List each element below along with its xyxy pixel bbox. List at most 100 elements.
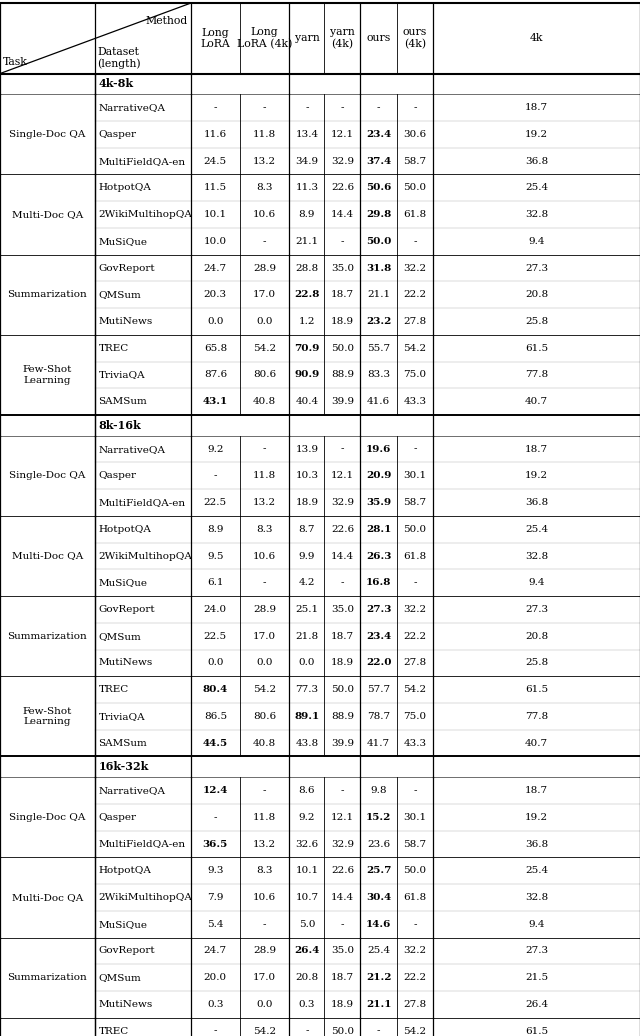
Text: -: - [305, 104, 308, 112]
Text: 8.3: 8.3 [257, 525, 273, 534]
Text: 10.6: 10.6 [253, 893, 276, 902]
Text: 19.2: 19.2 [525, 130, 548, 139]
Text: 14.4: 14.4 [331, 551, 354, 560]
Text: 58.7: 58.7 [403, 839, 427, 848]
Text: ours: ours [367, 33, 390, 44]
Text: 90.9: 90.9 [294, 371, 319, 379]
Text: 41.6: 41.6 [367, 397, 390, 406]
Text: 21.1: 21.1 [366, 1000, 391, 1009]
Text: 0.0: 0.0 [299, 659, 315, 667]
Text: NarrativeQA: NarrativeQA [99, 786, 166, 795]
Text: 9.4: 9.4 [529, 578, 545, 587]
Text: GovReport: GovReport [99, 605, 155, 614]
Text: 9.9: 9.9 [299, 551, 315, 560]
Text: 32.8: 32.8 [525, 551, 548, 560]
Text: HotpotQA: HotpotQA [99, 525, 152, 534]
Text: 40.4: 40.4 [295, 397, 319, 406]
Text: 7.9: 7.9 [207, 893, 223, 902]
Text: Single-Doc QA: Single-Doc QA [9, 130, 86, 139]
Text: 22.6: 22.6 [331, 866, 354, 875]
Text: 23.4: 23.4 [366, 130, 391, 139]
Text: QMSum: QMSum [99, 290, 141, 299]
Text: 58.7: 58.7 [403, 156, 427, 166]
Text: 26.4: 26.4 [294, 947, 319, 955]
Text: 54.2: 54.2 [253, 685, 276, 694]
Text: 9.2: 9.2 [207, 444, 223, 454]
Text: -: - [413, 444, 417, 454]
Text: 28.1: 28.1 [366, 525, 391, 534]
Text: 10.1: 10.1 [295, 866, 319, 875]
Text: 9.3: 9.3 [207, 866, 223, 875]
Text: -: - [413, 237, 417, 246]
Text: 27.3: 27.3 [525, 605, 548, 614]
Text: ours
(4k): ours (4k) [403, 27, 427, 50]
Text: 54.2: 54.2 [403, 1027, 427, 1036]
Text: MuSiQue: MuSiQue [99, 237, 148, 246]
Text: 36.8: 36.8 [525, 156, 548, 166]
Text: Method: Method [145, 16, 188, 26]
Text: 28.9: 28.9 [253, 263, 276, 272]
Text: 54.2: 54.2 [403, 685, 427, 694]
Text: 50.0: 50.0 [403, 183, 427, 193]
Text: -: - [377, 1027, 380, 1036]
Text: TREC: TREC [99, 685, 129, 694]
Text: TREC: TREC [99, 1027, 129, 1036]
Text: 11.8: 11.8 [253, 471, 276, 481]
Text: 28.9: 28.9 [253, 605, 276, 614]
Text: 17.0: 17.0 [253, 290, 276, 299]
Text: 61.8: 61.8 [403, 551, 427, 560]
Text: -: - [340, 920, 344, 928]
Text: 4k: 4k [530, 33, 543, 44]
Text: -: - [413, 920, 417, 928]
Text: TriviaQA: TriviaQA [99, 712, 145, 721]
Text: 80.6: 80.6 [253, 712, 276, 721]
Text: 24.0: 24.0 [204, 605, 227, 614]
Text: 61.8: 61.8 [403, 893, 427, 902]
Text: 10.6: 10.6 [253, 210, 276, 219]
Text: 2WikiMultihopQA: 2WikiMultihopQA [99, 893, 193, 902]
Text: -: - [413, 104, 417, 112]
Text: 21.1: 21.1 [367, 290, 390, 299]
Text: 80.6: 80.6 [253, 371, 276, 379]
Text: Few-Shot
Learning: Few-Shot Learning [22, 707, 72, 726]
Text: 18.7: 18.7 [331, 290, 354, 299]
Text: 41.7: 41.7 [367, 739, 390, 748]
Text: 27.3: 27.3 [525, 947, 548, 955]
Text: -: - [340, 786, 344, 795]
Text: 21.5: 21.5 [525, 973, 548, 982]
Text: 57.7: 57.7 [367, 685, 390, 694]
Text: GovReport: GovReport [99, 263, 155, 272]
Text: 28.8: 28.8 [295, 263, 319, 272]
Text: -: - [263, 786, 266, 795]
Text: 0.0: 0.0 [257, 317, 273, 326]
Text: 25.7: 25.7 [366, 866, 391, 875]
Text: 26.3: 26.3 [366, 551, 391, 560]
Text: 0.0: 0.0 [207, 659, 223, 667]
Text: HotpotQA: HotpotQA [99, 183, 152, 193]
Text: 27.8: 27.8 [403, 659, 427, 667]
Text: 28.9: 28.9 [253, 947, 276, 955]
Text: 25.4: 25.4 [525, 525, 548, 534]
Text: 26.4: 26.4 [525, 1000, 548, 1009]
Text: Single-Doc QA: Single-Doc QA [9, 471, 86, 481]
Text: 11.3: 11.3 [295, 183, 319, 193]
Text: 36.5: 36.5 [203, 839, 228, 848]
Text: 77.8: 77.8 [525, 712, 548, 721]
Text: -: - [263, 104, 266, 112]
Text: 22.8: 22.8 [294, 290, 319, 299]
Text: GovReport: GovReport [99, 947, 155, 955]
Text: 40.7: 40.7 [525, 739, 548, 748]
Text: 30.6: 30.6 [403, 130, 427, 139]
Text: 0.0: 0.0 [257, 659, 273, 667]
Text: SAMSum: SAMSum [99, 397, 147, 406]
Text: 32.2: 32.2 [403, 263, 427, 272]
Text: 21.2: 21.2 [366, 973, 391, 982]
Text: 78.7: 78.7 [367, 712, 390, 721]
Text: TREC: TREC [99, 344, 129, 352]
Text: 25.1: 25.1 [295, 605, 319, 614]
Text: 21.8: 21.8 [295, 632, 319, 640]
Text: MutiNews: MutiNews [99, 1000, 153, 1009]
Text: 8.9: 8.9 [207, 525, 223, 534]
Text: 24.5: 24.5 [204, 156, 227, 166]
Text: 11.8: 11.8 [253, 130, 276, 139]
